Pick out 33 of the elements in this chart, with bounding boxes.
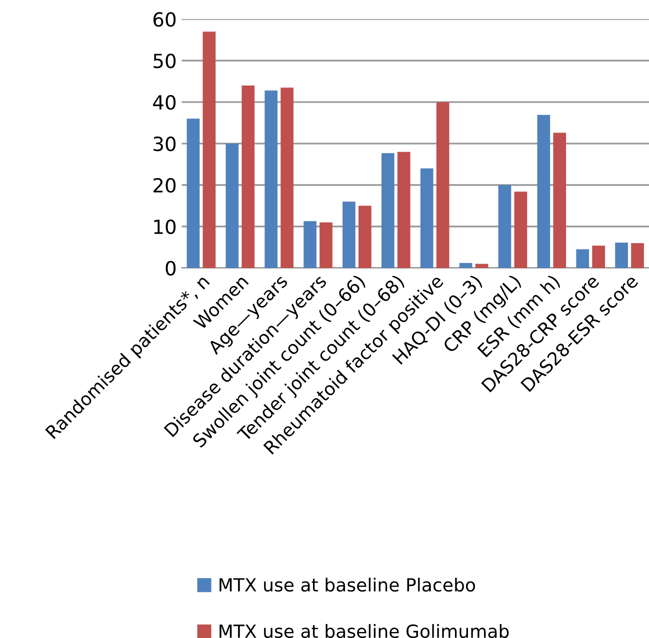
bar xyxy=(304,221,316,268)
y-tick-label: 30 xyxy=(154,136,176,152)
bar xyxy=(358,206,372,268)
bar xyxy=(381,153,394,268)
bar xyxy=(592,246,605,268)
bar xyxy=(553,132,566,268)
y-tick-label: 40 xyxy=(153,95,176,110)
y-tick-label: 50 xyxy=(154,54,176,68)
legend-label: MTX use at baseline Golimumab xyxy=(220,624,509,638)
legend-label: MTX use at baseline Placebo xyxy=(220,578,476,592)
bar xyxy=(514,192,528,268)
bar xyxy=(280,88,294,268)
bar xyxy=(342,202,356,268)
bar xyxy=(576,249,590,268)
bar xyxy=(320,222,332,268)
bar xyxy=(242,85,255,268)
bar xyxy=(615,242,628,268)
y-tick-label: 0 xyxy=(166,260,176,276)
bar xyxy=(436,102,450,268)
bar xyxy=(459,262,472,268)
bar xyxy=(202,32,216,268)
bar xyxy=(537,114,550,268)
bar xyxy=(226,144,239,268)
bar xyxy=(498,185,512,268)
bar xyxy=(475,264,488,268)
bar xyxy=(631,243,644,268)
y-tick-label: 60 xyxy=(153,12,176,27)
bar xyxy=(420,168,434,268)
y-tick-label: 20 xyxy=(154,178,176,193)
bar xyxy=(186,118,200,268)
bar xyxy=(264,90,278,268)
y-tick-label: 10 xyxy=(154,219,176,234)
bar xyxy=(397,152,410,268)
